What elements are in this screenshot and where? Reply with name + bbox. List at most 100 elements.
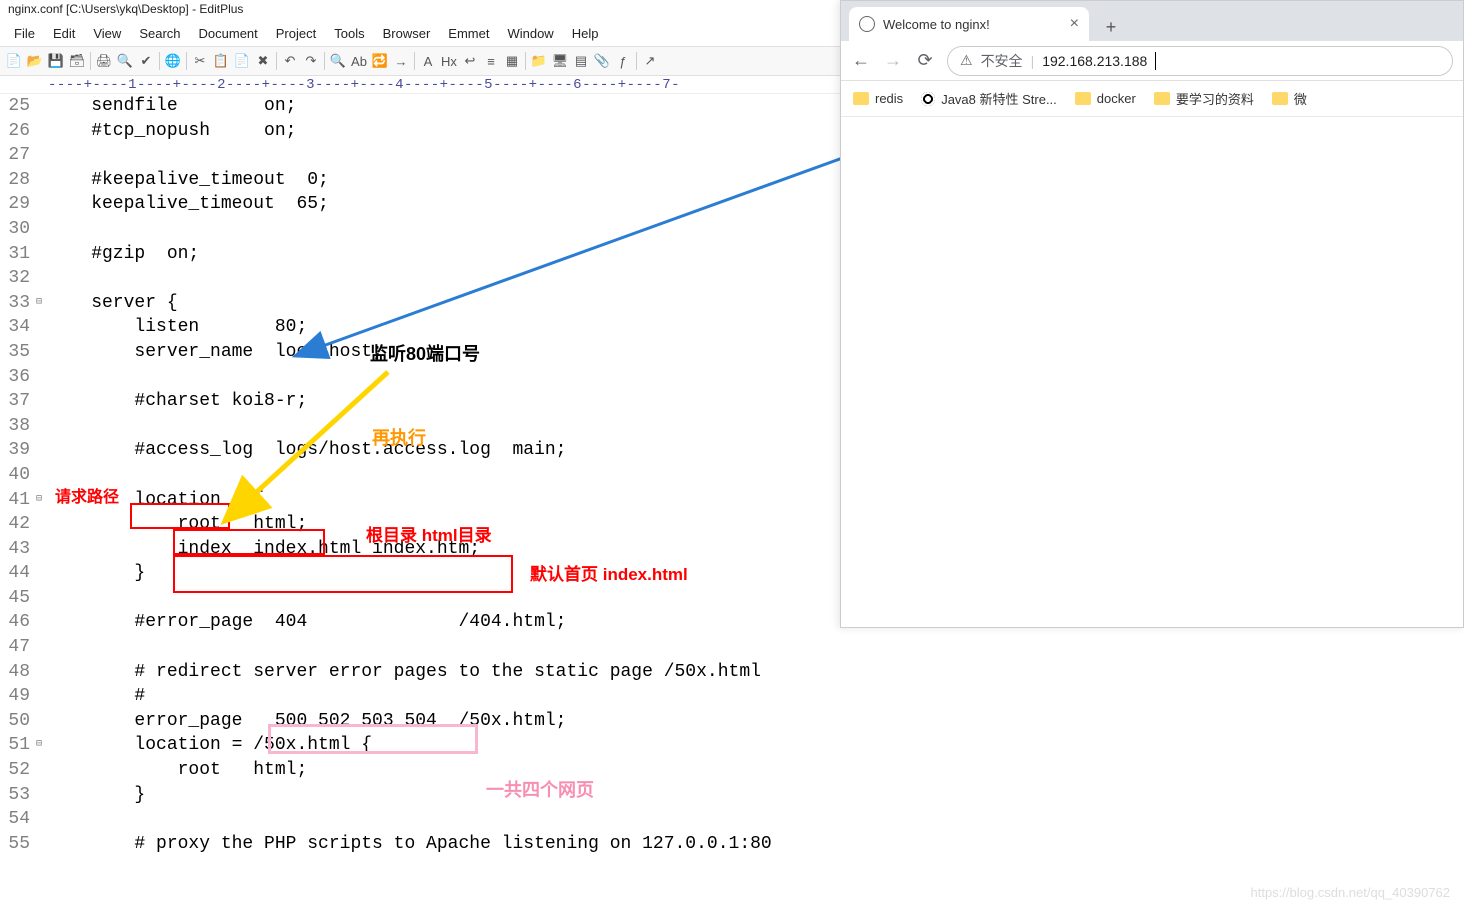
arrow-icon[interactable]: ↗	[640, 51, 660, 71]
menu-edit[interactable]: Edit	[45, 24, 83, 46]
menu-browser[interactable]: Browser	[375, 24, 439, 46]
copy-icon[interactable]: 📋	[211, 51, 231, 71]
bookmark-item[interactable]: 微	[1272, 89, 1307, 108]
fold-marker[interactable]	[36, 586, 48, 611]
fold-marker[interactable]	[36, 709, 48, 734]
code-line[interactable]: 30	[0, 217, 840, 242]
code-line[interactable]: 53 }	[0, 783, 840, 808]
menu-tools[interactable]: Tools	[326, 24, 372, 46]
fold-marker[interactable]	[36, 217, 48, 242]
cut-icon[interactable]: ✂	[190, 51, 210, 71]
output-icon[interactable]: ▤	[571, 51, 591, 71]
fold-marker[interactable]: ⊟	[36, 733, 48, 758]
address-bar[interactable]: ⚠ 不安全 | 192.168.213.188	[947, 46, 1453, 76]
menu-project[interactable]: Project	[268, 24, 324, 46]
fold-marker[interactable]: ⊟	[36, 488, 48, 513]
code-line[interactable]: 55 # proxy the PHP scripts to Apache lis…	[0, 832, 840, 857]
code-line[interactable]: 37 #charset koi8-r;	[0, 389, 840, 414]
fold-marker[interactable]	[36, 512, 48, 537]
fold-marker[interactable]	[36, 192, 48, 217]
fold-marker[interactable]	[36, 783, 48, 808]
menu-help[interactable]: Help	[564, 24, 607, 46]
new-tab-button[interactable]: +	[1097, 13, 1125, 41]
del-icon[interactable]: ✖	[253, 51, 273, 71]
dir-icon[interactable]: 📁	[529, 51, 549, 71]
browser-tab[interactable]: Welcome to nginx! ×	[849, 7, 1089, 41]
saveall-icon[interactable]: 🗃	[67, 51, 87, 71]
func-icon[interactable]: ƒ	[613, 51, 633, 71]
browser-icon[interactable]: 🖥	[550, 51, 570, 71]
code-line[interactable]: 46 #error_page 404 /404.html;	[0, 610, 840, 635]
code-line[interactable]: 34 listen 80;	[0, 315, 840, 340]
spell-icon[interactable]: ✔	[136, 51, 156, 71]
save-icon[interactable]: 💾	[46, 51, 66, 71]
fold-marker[interactable]	[36, 242, 48, 267]
code-line[interactable]: 48 # redirect server error pages to the …	[0, 660, 840, 685]
fold-marker[interactable]	[36, 537, 48, 562]
colsel-icon[interactable]: ▦	[502, 51, 522, 71]
menubar[interactable]: FileEditViewSearchDocumentProjectToolsBr…	[0, 24, 840, 46]
fold-marker[interactable]	[36, 561, 48, 586]
bookmark-item[interactable]: 要学习的资料	[1154, 89, 1254, 108]
toolbar[interactable]: 📄📂💾🗃🖨🔍✔🌐✂📋📄✖↶↷🔍Ab🔁→AHx↩≡▦📁🖥▤📎ƒ↗	[0, 46, 840, 76]
fold-marker[interactable]	[36, 758, 48, 783]
menu-search[interactable]: Search	[131, 24, 188, 46]
fold-marker[interactable]	[36, 340, 48, 365]
fold-marker[interactable]	[36, 389, 48, 414]
new-icon[interactable]: 📄	[4, 51, 24, 71]
fold-marker[interactable]	[36, 807, 48, 832]
menu-document[interactable]: Document	[191, 24, 266, 46]
undo-icon[interactable]: ↶	[280, 51, 300, 71]
preview-icon[interactable]: 🔍	[115, 51, 135, 71]
bookmarks-bar[interactable]: redisJava8 新特性 Stre...docker要学习的资料微	[841, 81, 1463, 117]
fold-marker[interactable]	[36, 266, 48, 291]
clip-icon[interactable]: 📎	[592, 51, 612, 71]
code-line[interactable]: 33⊟ server {	[0, 291, 840, 316]
fold-marker[interactable]	[36, 414, 48, 439]
reload-icon[interactable]: ⟳	[915, 50, 935, 71]
fold-marker[interactable]	[36, 463, 48, 488]
findword-icon[interactable]: Ab	[349, 51, 369, 71]
code-line[interactable]: 25 sendfile on;	[0, 94, 840, 119]
fold-marker[interactable]: ⊟	[36, 291, 48, 316]
font-icon[interactable]: A	[418, 51, 438, 71]
back-icon[interactable]: ←	[851, 50, 871, 71]
menu-emmet[interactable]: Emmet	[440, 24, 497, 46]
menu-view[interactable]: View	[85, 24, 129, 46]
fold-marker[interactable]	[36, 635, 48, 660]
close-tab-icon[interactable]: ×	[1070, 15, 1079, 33]
fold-marker[interactable]	[36, 168, 48, 193]
fold-marker[interactable]	[36, 832, 48, 857]
code-line[interactable]: 29 keepalive_timeout 65;	[0, 192, 840, 217]
wrap-icon[interactable]: ↩	[460, 51, 480, 71]
fold-marker[interactable]	[36, 119, 48, 144]
linenum-icon[interactable]: ≡	[481, 51, 501, 71]
code-line[interactable]: 49 #	[0, 684, 840, 709]
replace-icon[interactable]: 🔁	[370, 51, 390, 71]
code-line[interactable]: 31 #gzip on;	[0, 242, 840, 267]
code-line[interactable]: 26 #tcp_nopush on;	[0, 119, 840, 144]
fold-marker[interactable]	[36, 684, 48, 709]
bookmark-item[interactable]: redis	[853, 91, 903, 106]
bookmark-item[interactable]: Java8 新特性 Stre...	[921, 89, 1057, 108]
find-icon[interactable]: 🔍	[328, 51, 348, 71]
fold-marker[interactable]	[36, 438, 48, 463]
goto-icon[interactable]: →	[391, 51, 411, 71]
fold-marker[interactable]	[36, 315, 48, 340]
code-line[interactable]: 41⊟ location / {	[0, 488, 840, 513]
code-line[interactable]: 40	[0, 463, 840, 488]
fold-marker[interactable]	[36, 610, 48, 635]
fold-marker[interactable]	[36, 365, 48, 390]
menu-window[interactable]: Window	[499, 24, 561, 46]
fold-marker[interactable]	[36, 660, 48, 685]
open-icon[interactable]: 📂	[25, 51, 45, 71]
paste-icon[interactable]: 📄	[232, 51, 252, 71]
code-line[interactable]: 47	[0, 635, 840, 660]
hex-icon[interactable]: Hx	[439, 51, 459, 71]
web-icon[interactable]: 🌐	[163, 51, 183, 71]
print-icon[interactable]: 🖨	[94, 51, 114, 71]
fold-marker[interactable]	[36, 143, 48, 168]
code-line[interactable]: 28 #keepalive_timeout 0;	[0, 168, 840, 193]
fold-marker[interactable]	[36, 94, 48, 119]
code-line[interactable]: 27	[0, 143, 840, 168]
